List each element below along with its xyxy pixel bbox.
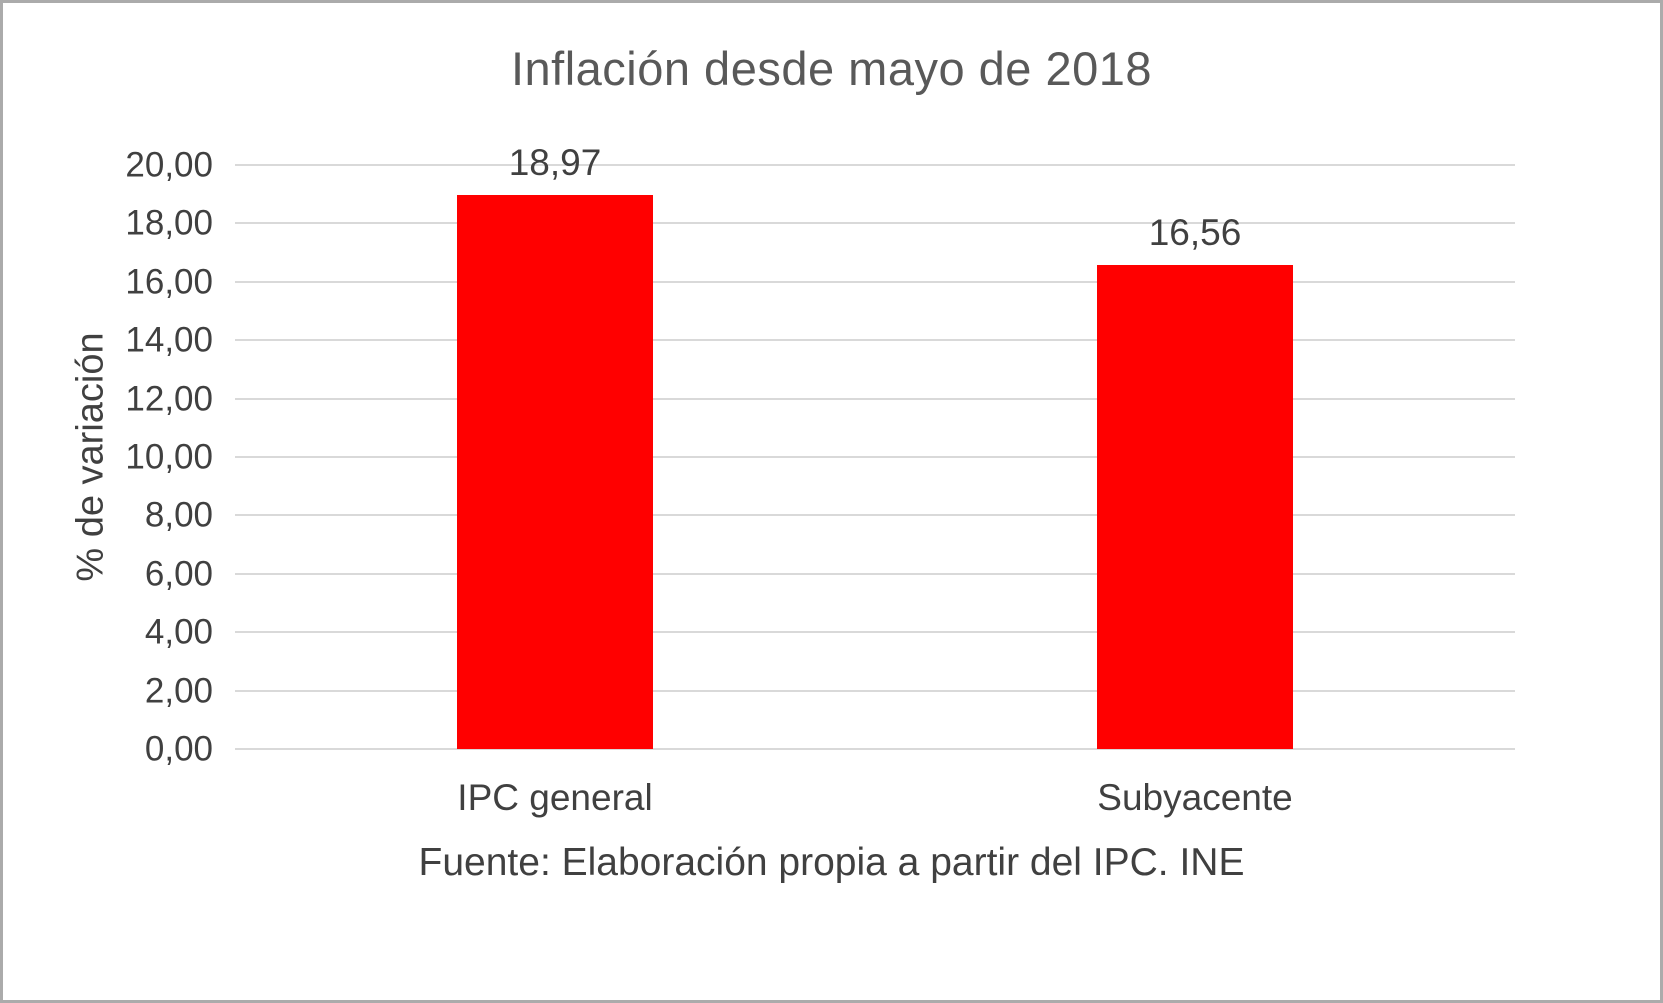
- gridline: [235, 631, 1515, 634]
- y-tick-label: 2,00: [144, 671, 213, 711]
- gridline: [235, 456, 1515, 458]
- bar-2: [1097, 265, 1293, 749]
- gridline: [235, 514, 1515, 517]
- y-tick-label: 10,00: [125, 437, 213, 477]
- bar-slot: 18,97: [457, 144, 653, 749]
- y-tick-label: 6,00: [144, 554, 213, 594]
- bar-value-label: 16,56: [1148, 212, 1242, 254]
- y-tick-label: 0,00: [144, 729, 213, 769]
- y-tick-label: 18,00: [125, 203, 213, 243]
- y-tick-label: 16,00: [125, 262, 213, 302]
- bar-1: [457, 195, 653, 749]
- y-tick-label: 12,00: [125, 379, 213, 419]
- y-axis-ticks: 0,00 2,00 4,00 6,00 8,00 10,00 12,00 14,00 16,00…: [3, 148, 213, 767]
- x-category-label: Subyacente: [1097, 777, 1293, 818]
- gridline: [235, 689, 1515, 692]
- gridline: [235, 222, 1515, 225]
- gridline: [235, 397, 1515, 400]
- bar-value-label: 18,97: [508, 142, 602, 184]
- plot-area: 18,97 16,56: [235, 144, 1515, 750]
- x-category-label: IPC general: [457, 777, 653, 818]
- y-tick-label: 20,00: [125, 145, 213, 185]
- y-tick-label: 4,00: [144, 612, 213, 652]
- bar-slot: 16,56: [1097, 214, 1293, 749]
- x-axis-labels: IPC general Subyacente: [235, 777, 1515, 827]
- gridline: [235, 339, 1515, 342]
- y-tick-label: 8,00: [144, 495, 213, 535]
- chart-title: Inflación desde mayo de 2018: [510, 42, 1153, 95]
- gridline: [235, 280, 1515, 283]
- gridline: [235, 164, 1515, 166]
- gridline: [235, 748, 1515, 750]
- gridline: [235, 572, 1515, 575]
- source-note: Fuente: Elaboración propia a partir del …: [418, 841, 1245, 884]
- y-tick-label: 14,00: [125, 320, 213, 360]
